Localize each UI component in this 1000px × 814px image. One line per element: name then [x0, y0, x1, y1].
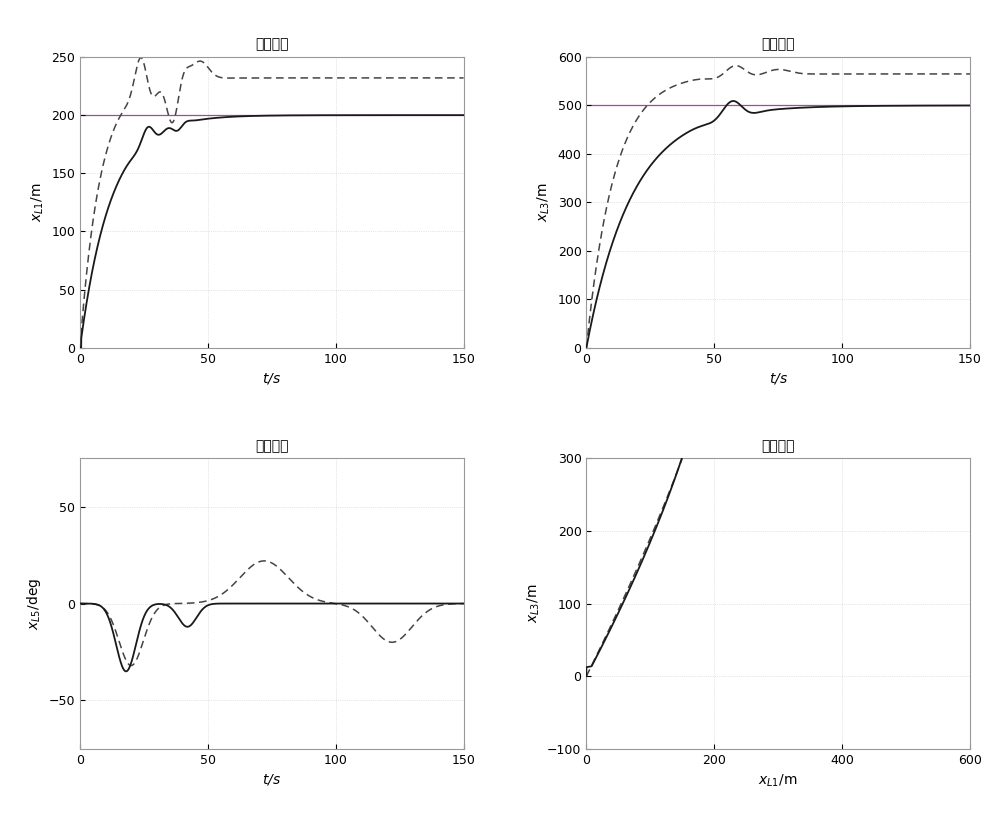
Y-axis label: $x_{L3}$/m: $x_{L3}$/m: [536, 182, 552, 222]
Y-axis label: $x_{L5}$/deg: $x_{L5}$/deg: [25, 577, 43, 629]
X-axis label: $t$/s: $t$/s: [262, 371, 281, 386]
X-axis label: $x_{L1}$/m: $x_{L1}$/m: [758, 772, 798, 789]
Y-axis label: $x_{L1}$/m: $x_{L1}$/m: [29, 182, 46, 222]
X-axis label: $t$/s: $t$/s: [262, 772, 281, 787]
Title: 横向运动: 横向运动: [761, 37, 795, 51]
Title: 平面俦瞵: 平面俦瞵: [761, 439, 795, 453]
Title: 纵向运动: 纵向运动: [255, 37, 289, 51]
Title: 艱向运动: 艱向运动: [255, 439, 289, 453]
Y-axis label: $x_{L3}$/m: $x_{L3}$/m: [525, 584, 542, 624]
X-axis label: $t$/s: $t$/s: [769, 371, 788, 386]
